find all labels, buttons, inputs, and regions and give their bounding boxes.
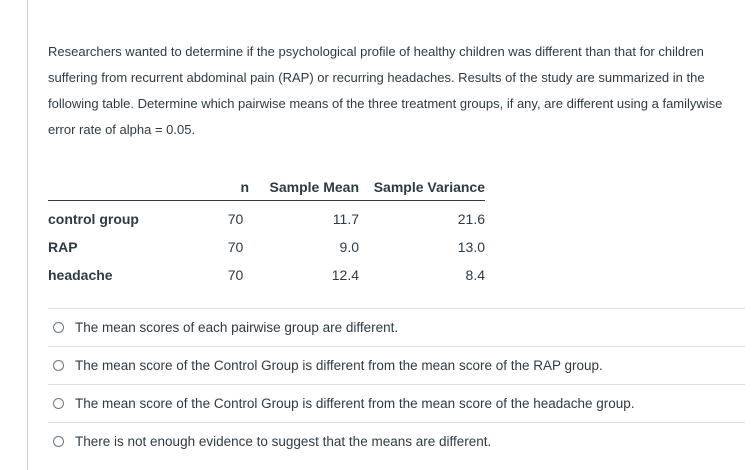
answer-label: There is not enough evidence to suggest … bbox=[75, 434, 492, 449]
question-left-border bbox=[27, 0, 28, 470]
answer-label: The mean score of the Control Group is d… bbox=[75, 358, 603, 373]
table-row: RAP 70 9.0 13.0 bbox=[48, 233, 485, 261]
row-n: 70 bbox=[227, 211, 244, 227]
prompt-line: following table. Determine which pairwis… bbox=[48, 96, 723, 111]
header-sample-variance: Sample Variance bbox=[373, 179, 485, 195]
answer-label: The mean score of the Control Group is d… bbox=[75, 396, 635, 411]
table-row: control group 70 11.7 21.6 bbox=[48, 201, 485, 234]
header-sample-mean: Sample Mean bbox=[269, 179, 359, 195]
answer-option-4[interactable]: There is not enough evidence to suggest … bbox=[48, 422, 745, 460]
row-mean: 11.7 bbox=[332, 211, 359, 227]
prompt-line: Researchers wanted to determine if the p… bbox=[48, 44, 704, 59]
header-n: n bbox=[240, 179, 249, 195]
table-header-row: n Sample Mean Sample Variance bbox=[48, 174, 485, 201]
row-group: control group bbox=[48, 211, 139, 227]
answer-option-1[interactable]: The mean scores of each pairwise group a… bbox=[48, 308, 745, 346]
row-mean: 12.4 bbox=[331, 267, 359, 283]
row-mean: 9.0 bbox=[339, 239, 359, 255]
table-row: headache 70 12.4 8.4 bbox=[48, 261, 485, 289]
row-variance: 21.6 bbox=[457, 211, 485, 227]
row-n: 70 bbox=[227, 239, 244, 255]
row-group: RAP bbox=[48, 239, 78, 255]
question-prompt: Researchers wanted to determine if the p… bbox=[48, 39, 738, 143]
row-group: headache bbox=[48, 267, 113, 283]
radio-button[interactable] bbox=[53, 398, 64, 409]
row-variance: 13.0 bbox=[457, 239, 485, 255]
radio-button[interactable] bbox=[53, 436, 64, 447]
answer-option-2[interactable]: The mean score of the Control Group is d… bbox=[48, 346, 745, 384]
summary-table: n Sample Mean Sample Variance control gr… bbox=[48, 174, 485, 289]
radio-button[interactable] bbox=[53, 360, 64, 371]
header-group bbox=[48, 174, 188, 201]
prompt-line: suffering from recurrent abdominal pain … bbox=[48, 70, 705, 85]
answer-option-3[interactable]: The mean score of the Control Group is d… bbox=[48, 384, 745, 422]
radio-button[interactable] bbox=[53, 322, 64, 333]
answer-list: The mean scores of each pairwise group a… bbox=[48, 308, 745, 460]
row-n: 70 bbox=[227, 267, 244, 283]
row-variance: 8.4 bbox=[465, 267, 485, 283]
answer-label: The mean scores of each pairwise group a… bbox=[75, 320, 399, 335]
prompt-line: error rate of alpha = 0.05. bbox=[48, 122, 196, 137]
